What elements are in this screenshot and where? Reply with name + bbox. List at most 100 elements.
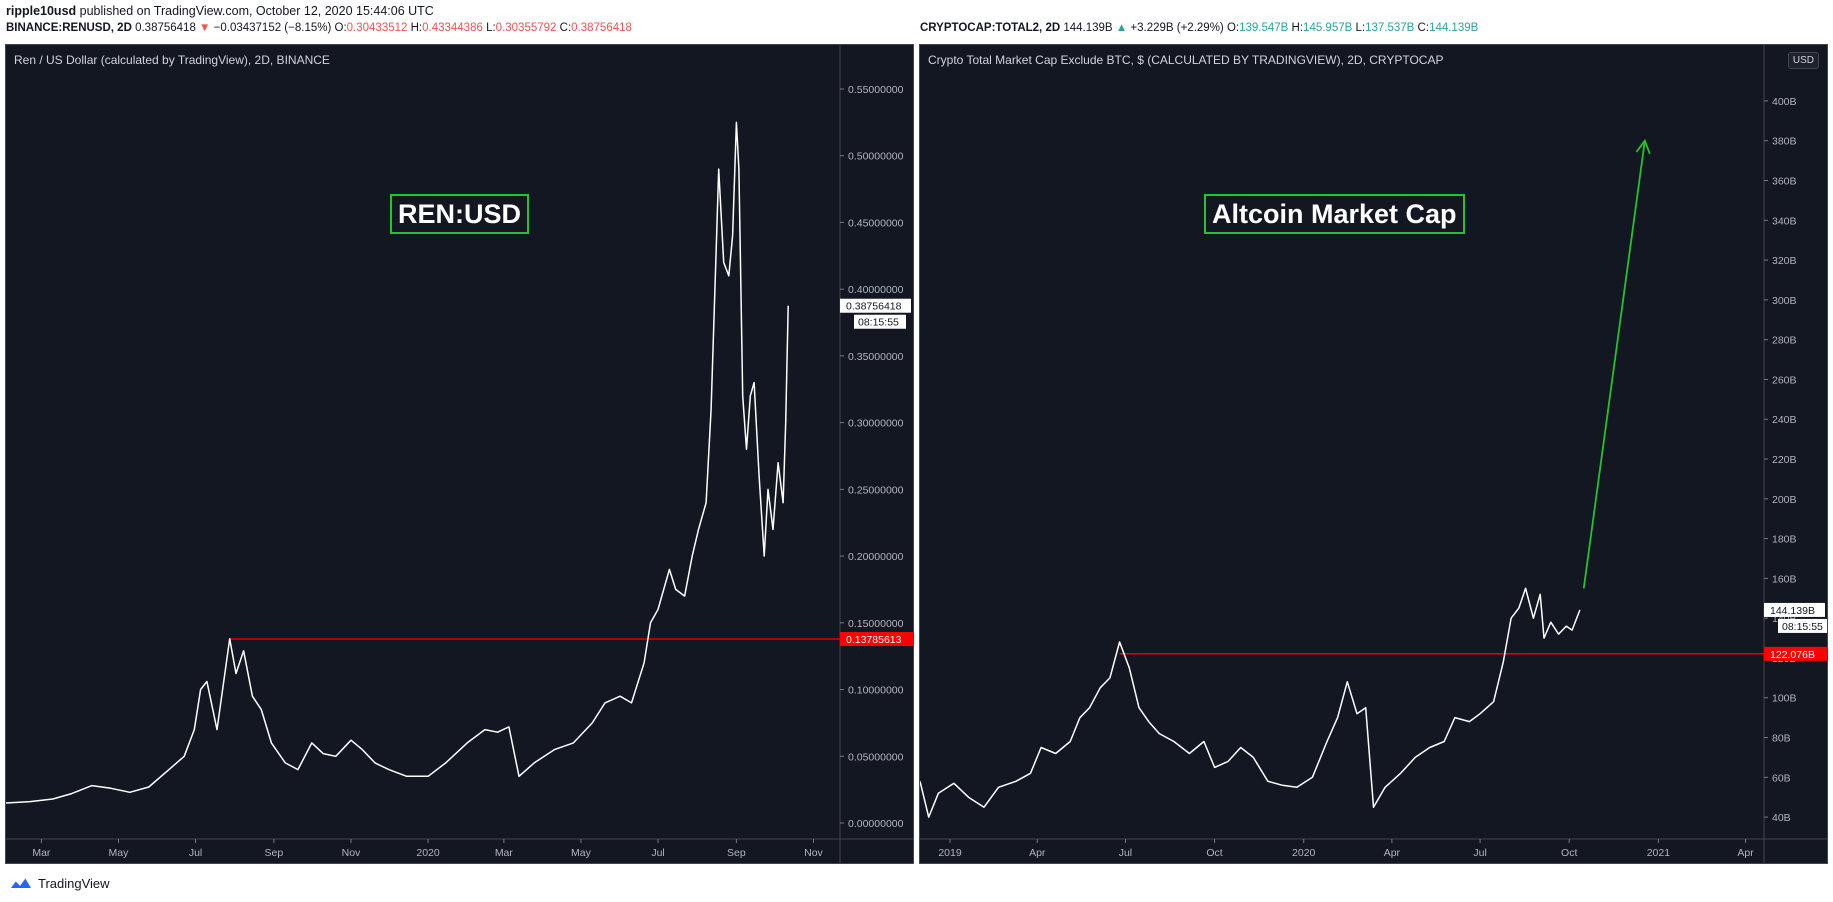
right-open: 139.547B	[1239, 22, 1289, 34]
y-tick-label: 360B	[1772, 175, 1797, 187]
y-tick-label: 60B	[1772, 772, 1791, 784]
x-tick-label: May	[571, 847, 592, 859]
ren-usd-chart[interactable]: 0.55000000 0.50000000 0.45000000 0.40000000…	[6, 45, 914, 864]
right-high: 145.957B	[1303, 22, 1353, 34]
right-low-label: L:	[1355, 22, 1366, 34]
projection-arrowhead	[1635, 138, 1651, 155]
x-tick-label: Nov	[342, 847, 361, 859]
author-name[interactable]: ripple10usd	[6, 4, 77, 18]
ren-usd-chart-title: Ren / US Dollar (calculated by TradingVi…	[14, 53, 330, 67]
y-tick-label: 240B	[1772, 414, 1797, 426]
right-symbol-line: CRYPTOCAP:TOTAL2, 2D 144.139B ▲ +3.229B …	[920, 22, 1478, 34]
right-change: +3.229B (+2.29%)	[1130, 22, 1224, 34]
altcoin-chart-title: Crypto Total Market Cap Exclude BTC, $ (…	[928, 53, 1444, 67]
y-tick-label: 400B	[1772, 96, 1797, 108]
tradingview-footer[interactable]: TradingView	[10, 873, 110, 893]
y-tick-label: 0.10000000	[848, 685, 904, 697]
x-tick-label: Nov	[804, 847, 823, 859]
up-arrow-icon: ▲	[1115, 22, 1128, 34]
y-tick-label: 0.55000000	[848, 84, 904, 96]
x-tick-label: Oct	[1561, 847, 1577, 859]
x-tick-label: 2021	[1647, 847, 1671, 859]
left-low-label: L:	[486, 22, 496, 34]
y-tick-label: 0.45000000	[848, 217, 904, 229]
level-price-label: 122.076B	[1770, 649, 1815, 661]
y-tick-label: 280B	[1772, 335, 1797, 347]
x-tick-label: Apr	[1029, 847, 1046, 859]
altcoin-chart-panel[interactable]: 400B 380B 360B 340B 320B 300B 280B 260B 240B 220B…	[919, 44, 1828, 864]
last-price-label-bg	[840, 298, 911, 313]
y-tick-label: 40B	[1772, 812, 1791, 824]
level-price-label-bg	[1764, 646, 1827, 661]
right-close: 144.139B	[1429, 22, 1479, 34]
price-line	[920, 587, 1581, 818]
currency-button[interactable]: USD	[1787, 52, 1819, 69]
publish-info: published on TradingView.com, October 12…	[79, 4, 434, 18]
y-tick-label: 0.30000000	[848, 418, 904, 430]
x-tick-label: Jul	[189, 847, 202, 859]
y-tick-label: 320B	[1772, 255, 1797, 267]
x-tick-label: Sep	[727, 847, 746, 859]
left-price: 0.38756418	[135, 22, 196, 34]
left-high: 0.43344386	[422, 22, 483, 34]
y-tick-label: 0.35000000	[848, 351, 904, 363]
y-tick-label: 0.05000000	[848, 751, 904, 763]
level-price-label-bg	[840, 632, 913, 647]
right-symbol: CRYPTOCAP:TOTAL2, 2D	[920, 22, 1061, 34]
left-change: −0.03437152 (−8.15%)	[213, 22, 332, 34]
tradingview-brand: TradingView	[38, 875, 110, 891]
ren-usd-chart-panel[interactable]: 0.55000000 0.50000000 0.45000000 0.40000000…	[5, 44, 914, 864]
left-symbol: BINANCE:RENUSD, 2D	[6, 22, 132, 34]
y-tick-label: 380B	[1772, 136, 1797, 148]
x-tick-label: 2020	[1292, 847, 1316, 859]
x-tick-label: Mar	[495, 847, 514, 859]
x-tick-label: Jul	[1119, 847, 1132, 859]
last-price-label: 144.139B	[1770, 605, 1815, 617]
right-low: 137.537B	[1365, 22, 1415, 34]
right-open-label: O:	[1226, 22, 1240, 34]
y-tick-label: 200B	[1772, 494, 1797, 506]
y-tick-label: 260B	[1772, 374, 1797, 386]
ren-usd-annotation: REN:USD	[390, 194, 530, 234]
left-open-label: O:	[334, 22, 347, 34]
x-tick-label: 2020	[416, 847, 440, 859]
y-tick-label: 180B	[1772, 534, 1797, 546]
level-price-label: 0.13785613	[846, 634, 902, 646]
projection-arrow-line	[1582, 140, 1646, 589]
left-symbol-line: BINANCE:RENUSD, 2D 0.38756418 ▼ −0.03437…	[6, 22, 632, 34]
y-tick-label: 340B	[1772, 215, 1797, 227]
publish-line: ripple10usd published on TradingView.com…	[6, 4, 434, 18]
x-tick-label: 2019	[938, 847, 962, 859]
left-low: 0.30355792	[495, 22, 557, 34]
right-close-label: C:	[1417, 22, 1430, 34]
x-tick-label: Jul	[651, 847, 664, 859]
countdown-label: 08:15:55	[858, 317, 899, 329]
y-tick-label: 300B	[1772, 295, 1797, 307]
y-tick-label: 0.00000000	[848, 818, 904, 830]
right-price: 144.139B	[1063, 22, 1113, 34]
altcoin-market-cap-chart[interactable]: 400B 380B 360B 340B 320B 300B 280B 260B 240B 220B…	[920, 45, 1828, 864]
price-line	[6, 121, 789, 804]
right-high-label: H:	[1291, 22, 1304, 34]
x-tick-label: May	[109, 847, 130, 859]
countdown-label-bg	[1778, 618, 1827, 633]
last-price-label-bg	[1764, 602, 1825, 617]
y-tick-label: 160B	[1772, 573, 1797, 585]
x-tick-label: Mar	[32, 847, 51, 859]
left-high-label: H:	[410, 22, 423, 34]
y-tick-label: 0.20000000	[848, 551, 904, 563]
tradingview-logo-icon	[11, 877, 31, 888]
last-price-label: 0.38756418	[846, 301, 902, 313]
down-arrow-icon: ▼	[199, 22, 211, 34]
y-tick-label: 0.50000000	[848, 151, 904, 163]
x-tick-label: Oct	[1206, 847, 1222, 859]
x-tick-label: Apr	[1737, 847, 1754, 859]
left-close-label: C:	[559, 22, 572, 34]
y-tick-label: 0.25000000	[848, 484, 904, 496]
y-tick-label: 220B	[1772, 454, 1797, 466]
x-tick-label: Sep	[265, 847, 284, 859]
y-tick-label: 100B	[1772, 693, 1797, 705]
countdown-label-bg	[854, 314, 906, 329]
left-close: 0.38756418	[571, 22, 632, 34]
y-tick-label: 0.40000000	[848, 284, 904, 296]
